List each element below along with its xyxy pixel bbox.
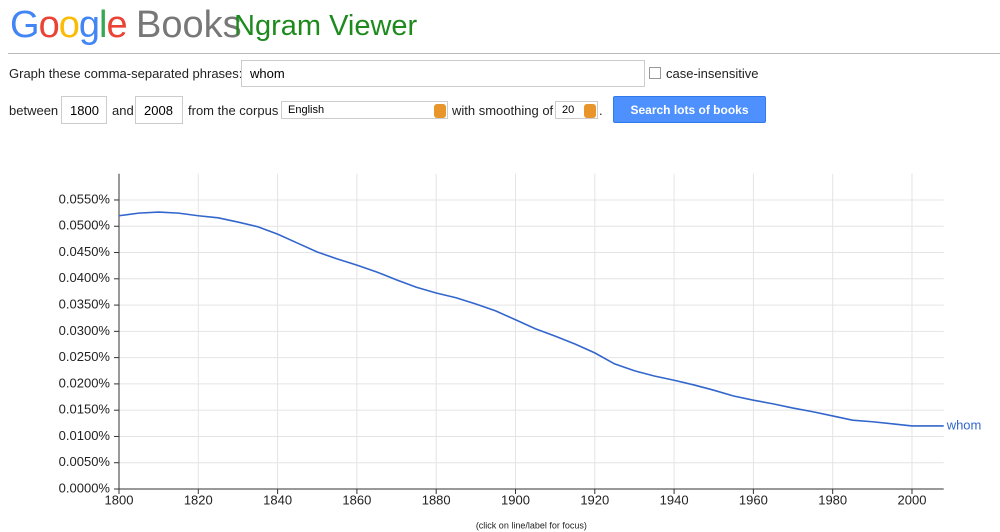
start-year-input[interactable]: 1800 <box>61 96 107 124</box>
corpus-label: from the corpus <box>188 103 279 118</box>
footnote: (click on line/label for focus) <box>476 520 587 530</box>
y-tick-label: 0.0100% <box>59 428 111 443</box>
x-tick-label: 1940 <box>660 492 689 507</box>
x-tick-label: 1840 <box>263 492 292 507</box>
data-line <box>118 211 944 427</box>
phrases-value: whom <box>250 66 285 81</box>
chart: 0.0000% 0.0050% 0.0100% 0.0150% 0.0200% 0.025… <box>59 173 982 530</box>
y-tick-label: 0.0550% <box>59 191 111 206</box>
select-arrow <box>434 104 446 118</box>
y-tick-label: 0.0200% <box>59 375 111 390</box>
smoothing-select[interactable]: 20 <box>555 101 598 119</box>
search-button[interactable]: Search lots of books <box>613 96 766 123</box>
select-arrow <box>584 104 596 118</box>
y-tick-label: 0.0000% <box>59 480 111 495</box>
period: . <box>599 103 603 118</box>
app-title: Ngram Viewer <box>234 10 418 42</box>
case-label: case-insensitive <box>666 66 759 81</box>
line-label: whom <box>946 417 982 432</box>
divider <box>8 53 1000 54</box>
x-tick-label: 1880 <box>422 492 451 507</box>
x-tick-label: 1980 <box>818 492 847 507</box>
end-year: 2008 <box>144 102 173 118</box>
phrases-input[interactable]: whom <box>241 60 645 87</box>
smoothing: 20 <box>562 104 575 116</box>
start-year: 1800 <box>70 102 99 118</box>
x-tick-label: 1960 <box>739 492 768 507</box>
x-tick-label: 1820 <box>184 492 213 507</box>
y-tick-label: 0.0400% <box>59 270 111 285</box>
case-checkbox[interactable] <box>649 67 661 79</box>
logo-product: Books <box>136 4 242 46</box>
phrases-label: Graph these comma-separated phrases: <box>9 66 243 81</box>
smoothing-label: with smoothing of <box>452 103 554 118</box>
y-tick-label: 0.0250% <box>59 349 111 364</box>
x-tick-label: 1920 <box>580 492 609 507</box>
logo: Google <box>10 4 128 46</box>
and-label: and <box>112 103 134 118</box>
x-tick-label: 2000 <box>898 492 927 507</box>
y-tick-label: 0.0450% <box>59 244 111 259</box>
y-tick-label: 0.0050% <box>59 454 111 469</box>
corpus-select[interactable]: English <box>281 101 448 119</box>
x-tick-label: 1800 <box>105 492 134 507</box>
y-tick-label: 0.0150% <box>59 402 111 417</box>
y-tick-label: 0.0350% <box>59 297 111 312</box>
between-label: between <box>9 103 59 118</box>
y-tick-label: 0.0500% <box>59 218 111 233</box>
end-year-input[interactable]: 2008 <box>135 96 183 124</box>
corpus: English <box>288 104 325 116</box>
y-tick-label: 0.0300% <box>59 323 111 338</box>
x-tick-label: 1900 <box>501 492 530 507</box>
x-tick-label: 1860 <box>342 492 371 507</box>
